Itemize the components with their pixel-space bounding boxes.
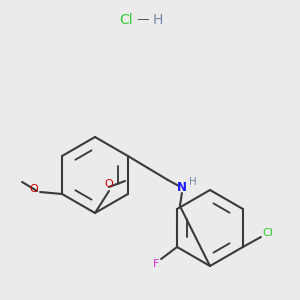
Text: F: F — [153, 259, 159, 269]
Text: Cl: Cl — [119, 13, 133, 27]
Text: H: H — [153, 13, 163, 27]
Text: N: N — [177, 182, 187, 194]
Text: Cl: Cl — [262, 228, 273, 238]
Text: O: O — [30, 184, 38, 194]
Text: —: — — [137, 14, 149, 26]
Text: O: O — [105, 179, 113, 189]
Text: H: H — [189, 177, 197, 187]
